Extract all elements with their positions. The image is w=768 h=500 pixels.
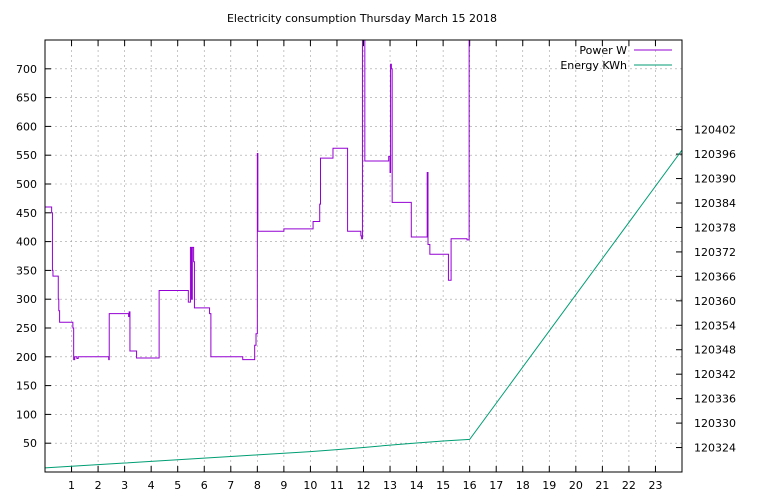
y-tick-label: 500 — [16, 178, 37, 191]
y2-tick-label: 120384 — [694, 197, 736, 210]
x-tick-label: 20 — [569, 479, 583, 492]
x-tick-label: 18 — [516, 479, 530, 492]
y-tick-label: 100 — [16, 408, 37, 421]
x-tick-label: 3 — [121, 479, 128, 492]
chart-title: Electricity consumption Thursday March 1… — [227, 12, 497, 25]
y-tick-label: 650 — [16, 92, 37, 105]
x-tick-label: 1 — [68, 479, 75, 492]
x-tick-label: 9 — [280, 479, 287, 492]
y-tick-label: 50 — [23, 437, 37, 450]
x-tick-label: 13 — [383, 479, 397, 492]
y-tick-label: 450 — [16, 207, 37, 220]
series-energy-kwh-line — [45, 149, 682, 469]
x-tick-label: 2 — [95, 479, 102, 492]
x-tick-label: 12 — [357, 479, 371, 492]
x-tick-label: 23 — [648, 479, 662, 492]
y2-tick-label: 120342 — [694, 368, 736, 381]
y-tick-label: 400 — [16, 236, 37, 249]
y2-tick-label: 120354 — [694, 319, 736, 332]
x-tick-label: 15 — [436, 479, 450, 492]
x-tick-label: 14 — [410, 479, 424, 492]
x-tick-label: 8 — [254, 479, 261, 492]
legend-label-energy: Energy KWh — [560, 59, 627, 72]
plot-area — [45, 40, 682, 469]
y2-tick-label: 120390 — [694, 173, 736, 186]
y-tick-label: 300 — [16, 293, 37, 306]
x-tick-label: 17 — [489, 479, 503, 492]
plot-frame — [44, 39, 683, 473]
x-tick-label: 19 — [542, 479, 556, 492]
y-tick-label: 150 — [16, 380, 37, 393]
x-tick-label: 4 — [148, 479, 155, 492]
y-tick-label: 600 — [16, 120, 37, 133]
y-tick-label: 250 — [16, 322, 37, 335]
x-tick-label: 6 — [201, 479, 208, 492]
y2-tick-label: 120348 — [694, 344, 736, 357]
y2-tick-label: 120378 — [694, 221, 736, 234]
y2-tick-label: 120396 — [694, 148, 736, 161]
y2-tick-label: 120330 — [694, 417, 736, 430]
y-tick-label: 200 — [16, 351, 37, 364]
legend: Power W Energy KWh — [560, 44, 672, 72]
x-tick-label: 21 — [595, 479, 609, 492]
y2-tick-label: 120366 — [694, 270, 736, 283]
y-tick-label: 350 — [16, 264, 37, 277]
y2-tick-label: 120402 — [694, 124, 736, 137]
x-tick-label: 10 — [303, 479, 317, 492]
y2-tick-label: 120372 — [694, 246, 736, 259]
y-tick-label: 700 — [16, 63, 37, 76]
y2-tick-label: 120360 — [694, 295, 736, 308]
legend-label-power: Power W — [579, 44, 627, 57]
ticks: 1 2 3 4 5 6 7 8 9 10 11 12 13 14 15 16 17 18 19 20 21 22 23501… — [16, 40, 736, 492]
x-tick-label: 5 — [174, 479, 181, 492]
x-tick-label: 16 — [463, 479, 477, 492]
grid — [45, 40, 682, 472]
series-power-w-line — [45, 40, 470, 361]
x-tick-label: 22 — [622, 479, 636, 492]
y2-tick-label: 120336 — [694, 393, 736, 406]
x-tick-label: 11 — [330, 479, 344, 492]
y-tick-label: 550 — [16, 149, 37, 162]
x-tick-label: 7 — [227, 479, 234, 492]
y2-tick-label: 120324 — [694, 442, 736, 455]
